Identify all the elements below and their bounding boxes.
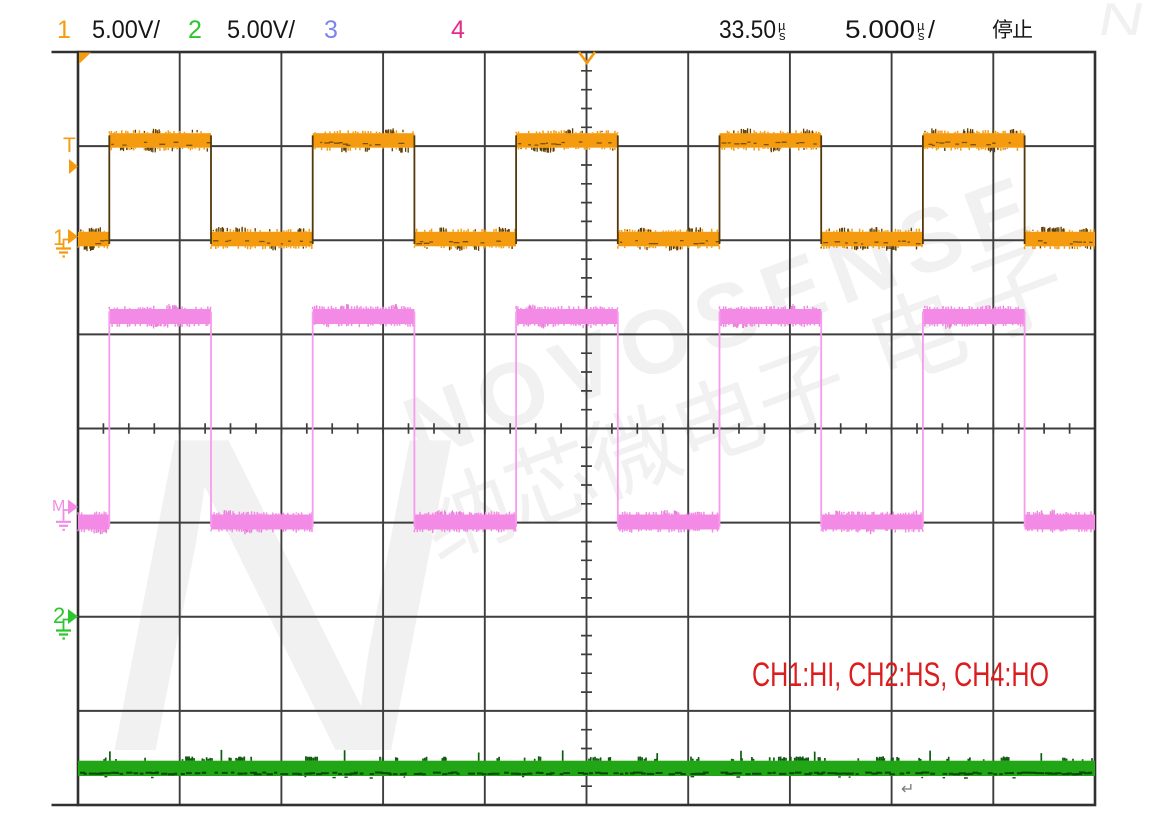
svg-text:1: 1	[57, 16, 71, 44]
svg-text:CH1:HI, CH2:HS, CH4:HO: CH1:HI, CH2:HS, CH4:HO	[752, 656, 1049, 694]
svg-text:↵: ↵	[901, 781, 914, 798]
svg-text:2: 2	[188, 16, 202, 44]
svg-text:2: 2	[53, 603, 65, 628]
svg-text:5.000: 5.000	[845, 16, 915, 44]
svg-text:3: 3	[324, 16, 338, 44]
svg-text:33.50: 33.50	[719, 16, 776, 44]
svg-text:1: 1	[53, 225, 65, 250]
svg-text:µ: µ	[917, 18, 925, 33]
svg-text:5.00V/: 5.00V/	[92, 16, 160, 44]
svg-text:s: s	[779, 28, 786, 43]
svg-text:N: N	[1094, 0, 1149, 45]
svg-text:T: T	[63, 134, 76, 157]
svg-text:µ: µ	[778, 18, 786, 33]
svg-text:s: s	[918, 28, 925, 43]
svg-text:/: /	[928, 16, 935, 44]
svg-text:4: 4	[451, 16, 465, 44]
svg-text:M: M	[52, 498, 65, 515]
svg-text:5.00V/: 5.00V/	[227, 16, 295, 44]
